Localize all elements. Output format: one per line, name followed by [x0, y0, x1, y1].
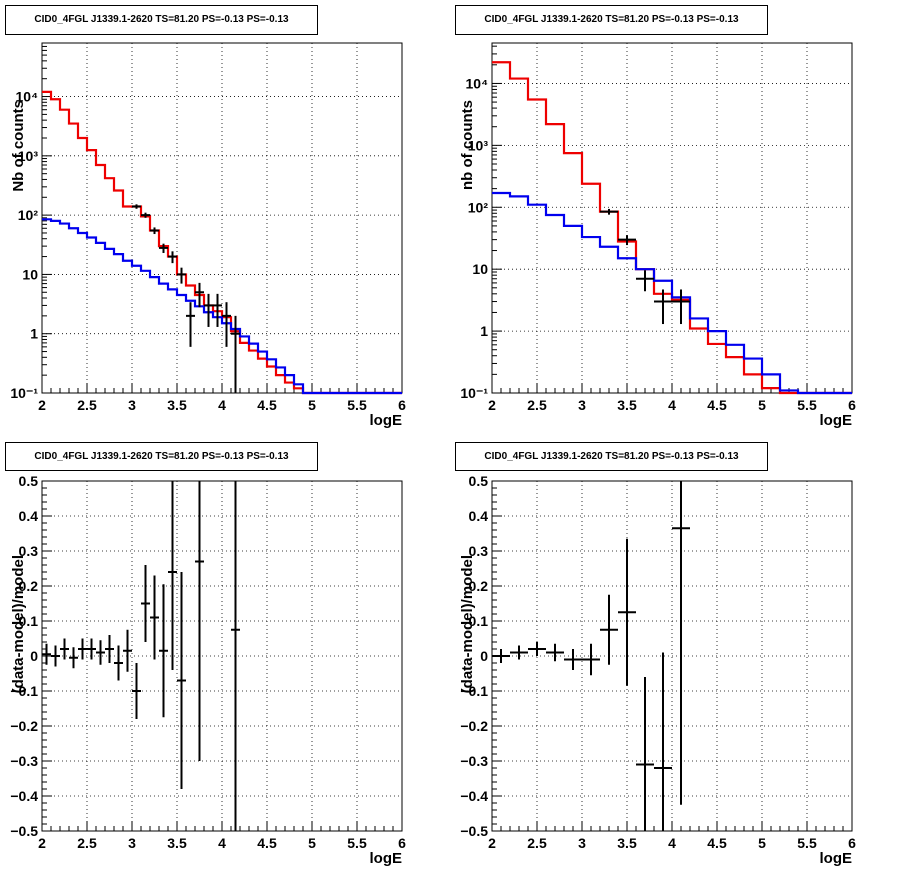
y-tick-label: 1 [480, 323, 488, 339]
y-tick-label: 0.1 [19, 613, 39, 629]
x-tick-label: 4 [218, 397, 226, 413]
y-tick-label: 0.4 [469, 508, 489, 524]
y-tick-label: −0.5 [10, 823, 38, 839]
x-tick-label: 2 [488, 835, 496, 851]
x-tick-label: 2 [488, 397, 496, 413]
x-tick-label: 3.5 [167, 835, 187, 851]
y-tick-label: −0.4 [10, 788, 38, 804]
y-tick-label: 0.3 [469, 543, 489, 559]
x-tick-label: 3.5 [617, 397, 637, 413]
x-tick-label: 6 [848, 397, 856, 413]
x-tick-label: 5.5 [797, 835, 817, 851]
y-axis-label: (data-model)/model [459, 555, 476, 693]
plot-frame [491, 42, 853, 394]
y-tick-label: −0.3 [10, 753, 38, 769]
y-tick-label: −0.4 [460, 788, 488, 804]
y-tick-label: 10² [18, 207, 39, 223]
x-tick-label: 2.5 [77, 397, 97, 413]
x-axis-label: logE [370, 850, 403, 867]
x-tick-label: 3.5 [617, 835, 637, 851]
chart-title: CID0_4FGL J1339.1-2620 TS=81.20 PS=-0.13… [455, 442, 768, 471]
x-tick-label: 5 [758, 397, 766, 413]
y-axis-label: Nb of counts [10, 100, 27, 192]
x-axis-label: logE [820, 850, 853, 867]
histogram-series-0 [492, 61, 852, 395]
chart-title: CID0_4FGL J1339.1-2620 TS=81.20 PS=-0.13… [5, 5, 318, 35]
x-tick-label: 5 [308, 835, 316, 851]
x-tick-label: 4.5 [707, 397, 727, 413]
y-tick-label: 0 [30, 648, 38, 664]
y-tick-label: 0.2 [19, 578, 39, 594]
y-tick-label: 10² [468, 199, 489, 215]
y-tick-label: 0.4 [19, 508, 39, 524]
y-tick-label: −0.5 [460, 823, 488, 839]
y-tick-label: 10³ [468, 137, 489, 153]
x-tick-label: 3 [578, 397, 586, 413]
x-tick-label: 2.5 [527, 835, 547, 851]
x-tick-label: 4 [668, 835, 676, 851]
y-tick-label: −0.2 [460, 718, 488, 734]
x-tick-label: 4.5 [707, 835, 727, 851]
x-tick-label: 3.5 [167, 397, 187, 413]
y-tick-label: 10⁴ [16, 89, 39, 105]
y-tick-label: 0.2 [469, 578, 489, 594]
y-tick-label: 1 [30, 326, 38, 342]
x-tick-label: 5.5 [797, 397, 817, 413]
y-tick-label: 10⁴ [466, 75, 489, 91]
y-axis-label: (data-model)/model [10, 555, 27, 693]
y-axis-label: nb of counts [459, 100, 476, 190]
x-tick-label: 5 [308, 397, 316, 413]
chart-title: CID0_4FGL J1339.1-2620 TS=81.20 PS=-0.13… [5, 442, 318, 471]
x-tick-label: 2 [38, 835, 46, 851]
y-tick-label: 0.5 [19, 473, 39, 489]
x-tick-label: 4.5 [257, 835, 277, 851]
x-tick-label: 6 [398, 397, 406, 413]
x-tick-label: 5 [758, 835, 766, 851]
histogram-series-1 [492, 191, 852, 395]
y-tick-label: 10 [22, 266, 38, 282]
y-tick-label: −0.1 [10, 683, 38, 699]
x-tick-label: 4 [218, 835, 226, 851]
x-tick-label: 3 [128, 397, 136, 413]
x-tick-label: 4.5 [257, 397, 277, 413]
y-tick-label: 0.5 [469, 473, 489, 489]
x-tick-label: 6 [848, 835, 856, 851]
y-tick-label: −0.3 [460, 753, 488, 769]
x-tick-label: 3 [128, 835, 136, 851]
x-tick-label: 5.5 [347, 835, 367, 851]
y-tick-label: 10 [472, 261, 488, 277]
x-tick-label: 6 [398, 835, 406, 851]
plot-frame [41, 42, 403, 394]
x-tick-label: 4 [668, 397, 676, 413]
chart-title: CID0_4FGL J1339.1-2620 TS=81.20 PS=-0.13… [455, 5, 768, 35]
x-axis-label: logE [820, 412, 853, 429]
y-tick-label: 10⁻¹ [460, 385, 488, 401]
y-tick-label: −0.1 [460, 683, 488, 699]
y-tick-label: 10⁻¹ [10, 385, 38, 401]
y-tick-label: 0.3 [19, 543, 39, 559]
x-tick-label: 2 [38, 397, 46, 413]
y-tick-label: 10³ [18, 148, 39, 164]
x-tick-label: 2.5 [527, 397, 547, 413]
y-tick-label: 0 [480, 648, 488, 664]
y-tick-label: −0.2 [10, 718, 38, 734]
x-axis-label: logE [370, 412, 403, 429]
x-tick-label: 3 [578, 835, 586, 851]
y-tick-label: 0.1 [469, 613, 489, 629]
x-tick-label: 5.5 [347, 397, 367, 413]
x-tick-label: 2.5 [77, 835, 97, 851]
